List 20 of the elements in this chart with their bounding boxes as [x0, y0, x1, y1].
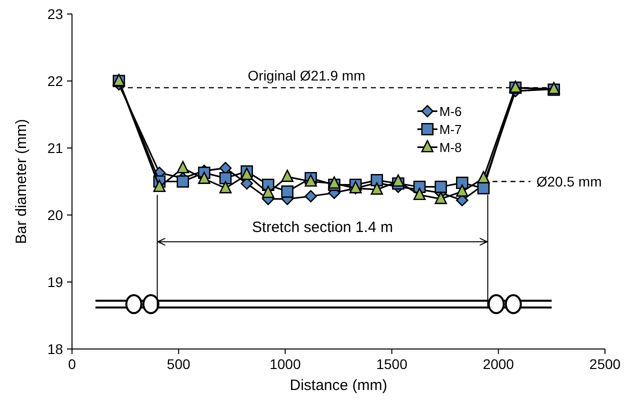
x-tick-label: 500 [166, 356, 190, 372]
ref-line-label: Original Ø21.9 mm [248, 68, 366, 84]
y-tick-label: 23 [47, 6, 64, 22]
legend-label: M-6 [439, 104, 462, 120]
legend-label: M-8 [439, 140, 462, 156]
annotation: Stretch section 1.4 m [252, 218, 393, 236]
ref-line-label: Ø20.5 mm [536, 174, 602, 190]
legend-label: M-7 [439, 122, 462, 138]
x-tick-label: 0 [68, 356, 76, 372]
x-tick-label: 2000 [482, 356, 514, 372]
y-tick-label: 22 [47, 73, 64, 89]
y-tick-label: 18 [47, 341, 64, 357]
y-tick-label: 19 [47, 274, 64, 290]
y-tick-label: 20 [47, 207, 64, 223]
x-axis-title: Distance (mm) [290, 377, 388, 394]
x-tick-label: 1000 [270, 356, 301, 372]
x-tick-label: 2500 [589, 356, 621, 372]
y-tick-label: 21 [47, 140, 64, 156]
x-tick-label: 1500 [376, 356, 408, 372]
y-axis-title: Bar diameter (mm) [13, 118, 30, 244]
